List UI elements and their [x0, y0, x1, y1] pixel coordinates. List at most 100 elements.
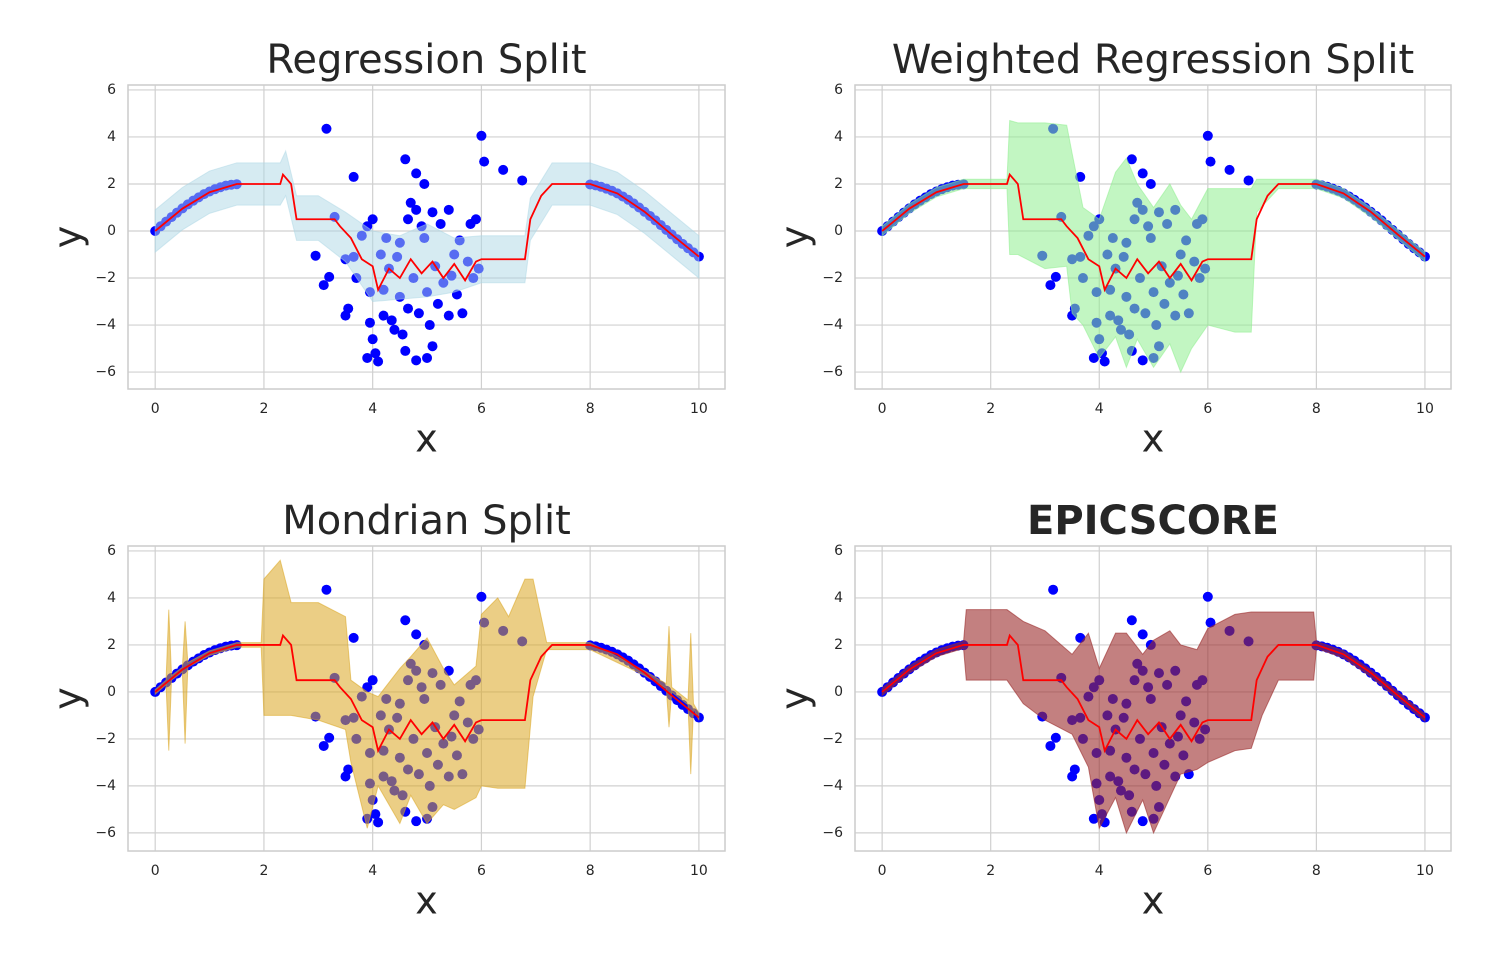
point	[1202, 130, 1213, 141]
y-tick-label: 2	[834, 637, 843, 653]
x-axis-label: x	[1142, 879, 1165, 923]
x-tick-label: 0	[878, 863, 887, 879]
point	[324, 732, 335, 743]
point	[324, 271, 335, 282]
x-tick-label: 4	[368, 401, 377, 417]
x-tick-label: 4	[1095, 863, 1104, 879]
point	[370, 809, 381, 820]
point	[373, 817, 384, 828]
point	[321, 123, 332, 134]
point	[432, 298, 443, 309]
point	[373, 356, 384, 367]
x-tick-label: 6	[477, 401, 486, 417]
point	[1145, 178, 1156, 189]
y-tick-label: 2	[834, 176, 843, 192]
x-tick-label: 8	[586, 863, 595, 879]
interval-band	[154, 559, 700, 829]
y-tick-label: −4	[822, 778, 843, 794]
point	[367, 214, 378, 225]
plot-area	[877, 584, 1430, 835]
x-tick-label: 4	[368, 863, 377, 879]
point	[367, 334, 378, 345]
point	[435, 218, 446, 229]
x-tick-label: 2	[259, 863, 268, 879]
point	[378, 310, 389, 321]
y-tick-label: −6	[95, 364, 116, 380]
y-tick-label: 0	[107, 223, 116, 239]
x-tick-label: 0	[151, 401, 160, 417]
x-tick-label: 4	[1095, 401, 1104, 417]
point	[1205, 156, 1216, 167]
y-tick-label: 6	[107, 82, 116, 98]
point	[386, 315, 397, 326]
axes-frame	[127, 545, 726, 852]
point	[1243, 175, 1254, 186]
point	[321, 584, 332, 595]
x-axis-label: x	[415, 879, 438, 923]
x-tick-label: 6	[1203, 401, 1212, 417]
x-tick-label: 0	[878, 401, 887, 417]
point	[411, 168, 422, 179]
y-axis-label: y	[773, 687, 817, 710]
subplot-title: Weighted Regression Split	[892, 37, 1414, 83]
y-tick-label: −4	[95, 317, 116, 333]
y-tick-label: −4	[822, 317, 843, 333]
x-tick-label: 8	[1312, 401, 1321, 417]
point	[411, 629, 422, 640]
point	[1137, 629, 1148, 640]
subplot: 0 2 4 6 8 10 −6 −4 −2 0 2 4 6 Regression Split x y	[46, 37, 726, 461]
y-tick-label: −6	[822, 364, 843, 380]
point	[443, 310, 454, 321]
interval-band	[881, 609, 1426, 835]
point	[1126, 615, 1137, 626]
y-tick-label: −6	[95, 825, 116, 841]
axes-frame	[854, 84, 1452, 390]
point	[318, 740, 329, 751]
point	[427, 207, 438, 218]
y-tick-label: 0	[834, 684, 843, 700]
y-tick-label: 6	[834, 82, 843, 98]
point	[424, 320, 435, 331]
x-axis-label: x	[415, 417, 438, 461]
point	[411, 355, 422, 366]
point	[1137, 168, 1148, 179]
point	[403, 303, 414, 314]
point	[476, 591, 487, 602]
point	[400, 154, 411, 165]
subplot-title: Mondrian Split	[282, 498, 571, 544]
point	[362, 352, 373, 363]
point	[1050, 271, 1061, 282]
y-tick-label: 0	[107, 684, 116, 700]
x-tick-label: 10	[690, 863, 708, 879]
point	[1099, 356, 1110, 367]
y-axis-label: y	[46, 687, 90, 710]
y-tick-label: 4	[834, 129, 843, 145]
point	[318, 280, 329, 291]
point	[419, 178, 430, 189]
interval-band	[881, 119, 1426, 374]
y-tick-label: −2	[95, 270, 116, 286]
subplot: 0 2 4 6 8 10 −6 −4 −2 0 2 4 6 Weighted Regression Spl…	[773, 37, 1452, 461]
point	[370, 348, 381, 359]
point	[348, 632, 359, 643]
point	[1069, 764, 1080, 775]
y-tick-label: 4	[107, 129, 116, 145]
y-axis-label: y	[46, 226, 90, 249]
y-tick-label: 6	[834, 543, 843, 559]
y-tick-label: 2	[107, 176, 116, 192]
y-tick-label: −2	[95, 731, 116, 747]
point	[517, 175, 528, 186]
point	[1137, 816, 1148, 827]
y-tick-label: 2	[107, 637, 116, 653]
x-tick-label: 6	[1203, 863, 1212, 879]
point	[1088, 813, 1099, 824]
x-tick-label: 6	[477, 863, 486, 879]
subplot: 0 2 4 6 8 10 −6 −4 −2 0 2 4 6 EPICSCORE x y	[773, 498, 1452, 923]
y-tick-label: 0	[834, 223, 843, 239]
point	[405, 197, 416, 208]
point	[1126, 154, 1137, 165]
point	[470, 214, 481, 225]
plot-area	[150, 559, 704, 829]
point	[367, 675, 378, 686]
